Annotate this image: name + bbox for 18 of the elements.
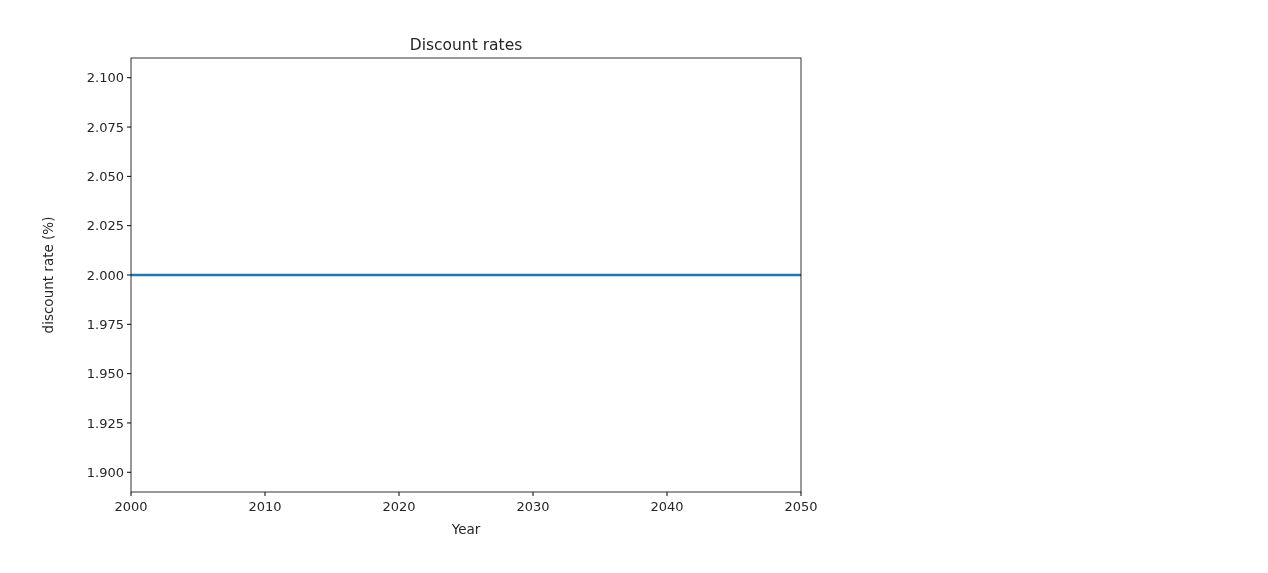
x-tick-label: 2020 xyxy=(382,499,416,514)
x-tick-label: 2010 xyxy=(248,499,282,514)
y-tick-label: 2.025 xyxy=(86,218,124,234)
chart-title: Discount rates xyxy=(409,36,523,54)
x-tick-label: 2040 xyxy=(650,499,684,514)
y-tick-label: 1.975 xyxy=(86,316,124,332)
y-tick-label: 2.050 xyxy=(86,168,124,184)
y-tick-label: 2.075 xyxy=(86,119,124,135)
x-tick-label: 2030 xyxy=(516,499,550,514)
x-axis-title: Year xyxy=(450,521,481,537)
y-tick-label: 2.100 xyxy=(86,70,124,86)
y-tick-label: 2.000 xyxy=(86,267,124,283)
y-axis-title: discount rate (%) xyxy=(40,216,56,334)
x-tick-label: 2000 xyxy=(114,499,148,514)
x-tick-label: 2050 xyxy=(784,499,818,514)
y-tick-label: 1.925 xyxy=(86,415,124,431)
y-tick-label: 1.900 xyxy=(86,464,124,480)
y-tick-label: 1.950 xyxy=(86,366,124,382)
